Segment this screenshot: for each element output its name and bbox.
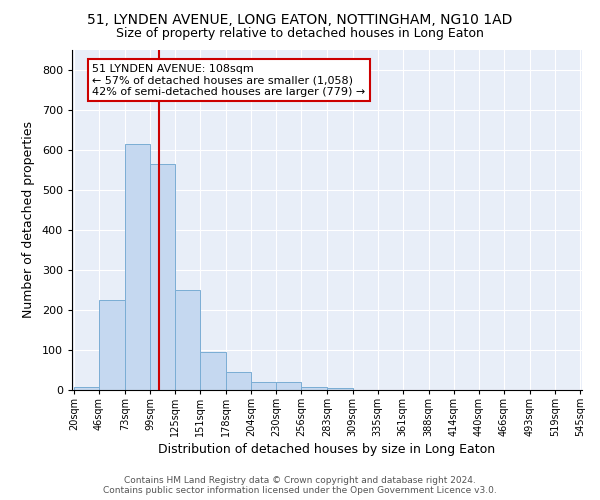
Bar [251, 382, 277, 390]
Bar [175, 290, 200, 390]
Text: 51, LYNDEN AVENUE, LONG EATON, NOTTINGHAM, NG10 1AD: 51, LYNDEN AVENUE, LONG EATON, NOTTINGHA… [88, 12, 512, 26]
Bar [125, 144, 150, 390]
Bar [74, 387, 99, 390]
Text: Size of property relative to detached houses in Long Eaton: Size of property relative to detached ho… [116, 28, 484, 40]
Bar [226, 372, 251, 390]
Bar [277, 382, 301, 390]
Y-axis label: Number of detached properties: Number of detached properties [22, 122, 35, 318]
Bar [150, 164, 175, 390]
Bar [99, 300, 125, 390]
X-axis label: Distribution of detached houses by size in Long Eaton: Distribution of detached houses by size … [158, 444, 496, 456]
Text: 51 LYNDEN AVENUE: 108sqm
← 57% of detached houses are smaller (1,058)
42% of sem: 51 LYNDEN AVENUE: 108sqm ← 57% of detach… [92, 64, 365, 97]
Bar [200, 352, 226, 390]
Bar [301, 387, 328, 390]
Bar [328, 388, 353, 390]
Text: Contains HM Land Registry data © Crown copyright and database right 2024.
Contai: Contains HM Land Registry data © Crown c… [103, 476, 497, 495]
